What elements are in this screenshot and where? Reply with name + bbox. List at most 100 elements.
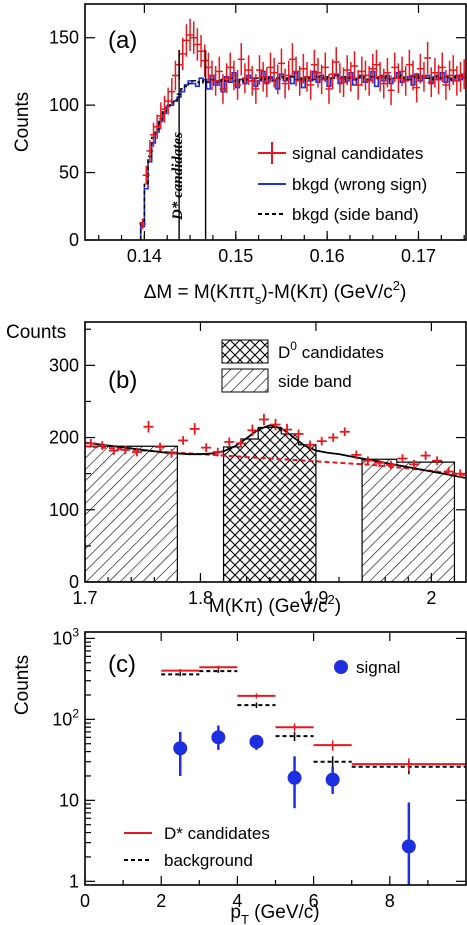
- signal-point: [211, 725, 226, 750]
- panel-b-frame: [84, 321, 467, 583]
- signal-point: [442, 70, 450, 100]
- data-point: [351, 450, 362, 460]
- signal-marker: [211, 730, 226, 745]
- x-tick-label: 4: [232, 891, 242, 911]
- dstar-bin: [275, 723, 314, 732]
- signal-point: [277, 48, 285, 79]
- signal-point: [391, 52, 399, 83]
- x-tick-label: 6: [309, 891, 319, 911]
- signal-point: [449, 55, 457, 85]
- signal-point: [182, 24, 190, 57]
- signal-marker: [249, 734, 264, 749]
- panel-c-ylabel: Counts: [12, 655, 33, 715]
- signal-point: [285, 60, 293, 91]
- signal-point: [281, 68, 289, 99]
- signal-point: [226, 52, 234, 83]
- panel-c-label: (c): [108, 651, 136, 678]
- y-tick-label-exponent: 2: [72, 706, 79, 720]
- y-tick-label: 100: [49, 95, 79, 115]
- y-tick-label: 150: [49, 28, 79, 48]
- x-tick-label: 0.15: [218, 246, 253, 266]
- legend-side-band-label: side band: [278, 372, 352, 391]
- signal-point: [376, 61, 384, 92]
- x-tick-label: 1.9: [303, 588, 328, 608]
- background-bin: [237, 702, 276, 709]
- panel-a-frame: [84, 3, 467, 241]
- signal-point: [321, 52, 329, 83]
- signal-point: [245, 55, 253, 85]
- dstar-bin: [351, 758, 466, 772]
- data-point: [362, 456, 373, 465]
- data-point: [397, 454, 408, 463]
- signal-point: [208, 60, 216, 91]
- signal-marker: [401, 839, 416, 854]
- y-tick-label: 0: [69, 230, 79, 250]
- data-point: [85, 439, 96, 448]
- signal-point: [190, 21, 198, 54]
- signal-point: [252, 74, 260, 104]
- signal-point: [409, 60, 417, 91]
- signal-marker: [287, 770, 302, 785]
- signal-point: [307, 70, 315, 100]
- signal-point: [299, 53, 307, 84]
- legend-d0-label: D0 candidates: [278, 339, 384, 362]
- y-tick-label: 102: [52, 706, 79, 729]
- y-tick-label: 1: [69, 871, 79, 891]
- signal-point: [318, 64, 326, 95]
- background-bin: [161, 672, 200, 677]
- panel-b-axes: 1.7 1.8 1.9 2 0 100 200 300: [49, 322, 466, 608]
- signal-point: [256, 55, 264, 85]
- data-point: [385, 460, 396, 470]
- signal-point: [347, 61, 355, 92]
- dstar-bin: [313, 740, 352, 751]
- legend-side-band-label: bkgd (side band): [292, 205, 419, 224]
- signal-point: [310, 49, 318, 80]
- signal-point: [372, 49, 380, 80]
- data-point: [178, 436, 189, 445]
- data-point: [374, 458, 385, 468]
- data-point: [420, 451, 431, 460]
- background-bin: [313, 756, 352, 769]
- x-tick-label: 2: [426, 588, 436, 608]
- panel-a-xlabel: ΔM = M(Kππs)-M(Kπ) (GeV/c2): [144, 278, 407, 307]
- signal-point: [263, 67, 271, 98]
- y-tick-label-base: 1: [69, 871, 79, 891]
- signal-point: [296, 66, 304, 96]
- y-tick-label: 100: [49, 500, 79, 520]
- panel-b: 1.7 1.8 1.9 2 0 100 200 300 (b) Counts M(Kπ) (G…: [6, 321, 467, 617]
- x-tick-label: 0: [80, 891, 90, 911]
- signal-point: [142, 165, 150, 185]
- signal-point: [186, 18, 194, 52]
- y-tick-label-base: 10: [52, 628, 72, 648]
- signal-point: [219, 74, 227, 104]
- panel-a-legend: signal candidates bkgd (wrong sign) bkgd…: [258, 142, 427, 224]
- signal-point: [179, 37, 187, 71]
- signal-marker: [325, 772, 340, 787]
- y-tick-label-base: 10: [52, 709, 72, 729]
- legend-wrong-sign-label: bkgd (wrong sign): [292, 175, 427, 194]
- data-point: [120, 445, 131, 455]
- signal-point: [380, 68, 388, 99]
- panel-a-window-label: D* candidates: [170, 132, 186, 221]
- data-point: [212, 447, 223, 457]
- background-bin: [199, 669, 238, 673]
- panel-a: 0.14 0.15 0.16 0.17 0 50 100 150 (a) D* candida…: [12, 3, 467, 307]
- x-tick-label: 0.14: [127, 246, 162, 266]
- signal-point: [171, 60, 179, 91]
- signal-point: [329, 59, 337, 89]
- y-tick-label: 50: [59, 163, 79, 183]
- data-point: [443, 467, 454, 476]
- signal-point: [361, 60, 369, 91]
- panel-b-legend: D0 candidates side band: [221, 339, 384, 393]
- dstar-bin: [199, 665, 238, 669]
- panel-a-ylabel: Counts: [12, 92, 33, 152]
- y-tick-label: 200: [49, 428, 79, 448]
- signal-point: [340, 67, 348, 98]
- y-tick-label: 0: [69, 572, 79, 592]
- data-point: [235, 439, 246, 448]
- data-point: [155, 442, 166, 452]
- panel-b-xlabel: M(Kπ) (GeV/c2): [209, 592, 341, 617]
- signal-point: [383, 57, 391, 88]
- signal-point: [270, 57, 278, 88]
- signal-point: [369, 53, 377, 84]
